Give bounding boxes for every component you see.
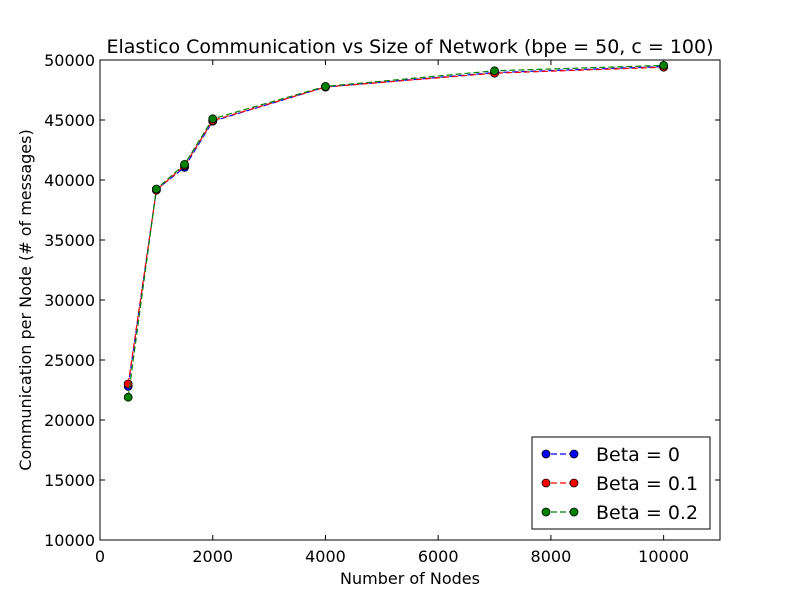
legend-label: Beta = 0 <box>596 444 680 466</box>
x-tick-label: 10000 <box>638 547 689 566</box>
legend-marker <box>541 449 551 459</box>
x-tick-label: 0 <box>95 547 105 566</box>
legend: Beta = 0 Beta = 0.1 Beta = 0.2 <box>531 436 711 530</box>
data-point <box>123 392 133 402</box>
y-tick-label: 45000 <box>44 111 95 130</box>
y-axis-title: Communication per Node (# of messages) <box>16 129 35 470</box>
x-tick-label: 8000 <box>531 547 572 566</box>
y-tick-label: 15000 <box>44 471 95 490</box>
x-axis-title: Number of Nodes <box>340 569 480 588</box>
y-tick-label: 35000 <box>44 231 95 250</box>
data-point <box>151 184 161 194</box>
x-axis: 0 2000 4000 6000 8000 10000 <box>95 60 689 566</box>
data-point <box>321 82 330 91</box>
x-tick-label: 2000 <box>192 547 233 566</box>
data-point <box>180 159 189 169</box>
data-point <box>208 114 218 124</box>
legend-marker <box>569 478 579 488</box>
data-point <box>123 379 133 389</box>
legend-label: Beta = 0.1 <box>596 473 698 495</box>
legend-item: Beta = 0.1 <box>541 473 698 495</box>
y-tick-label: 50000 <box>44 51 95 70</box>
x-tick-label: 6000 <box>418 547 459 566</box>
y-tick-label: 30000 <box>44 291 95 310</box>
y-tick-label: 40000 <box>44 171 95 190</box>
x-tick-label: 4000 <box>305 547 346 566</box>
data-point <box>659 61 669 70</box>
legend-marker <box>541 478 551 488</box>
legend-marker <box>569 449 579 459</box>
y-tick-label: 10000 <box>44 531 95 550</box>
y-axis: 10000 15000 20000 25000 30000 35000 40000 45000… <box>44 51 720 550</box>
legend-item: Beta = 0.2 <box>541 502 698 524</box>
series-layer <box>123 61 669 402</box>
legend-label: Beta = 0.2 <box>596 502 698 524</box>
y-tick-label: 25000 <box>44 351 95 370</box>
legend-item: Beta = 0 <box>541 444 680 466</box>
y-tick-label: 20000 <box>44 411 95 430</box>
chart-title: Elastico Communication vs Size of Networ… <box>106 36 713 58</box>
data-point <box>490 66 499 76</box>
legend-marker <box>541 507 551 517</box>
series-3 <box>123 61 669 402</box>
legend-marker <box>569 507 579 517</box>
